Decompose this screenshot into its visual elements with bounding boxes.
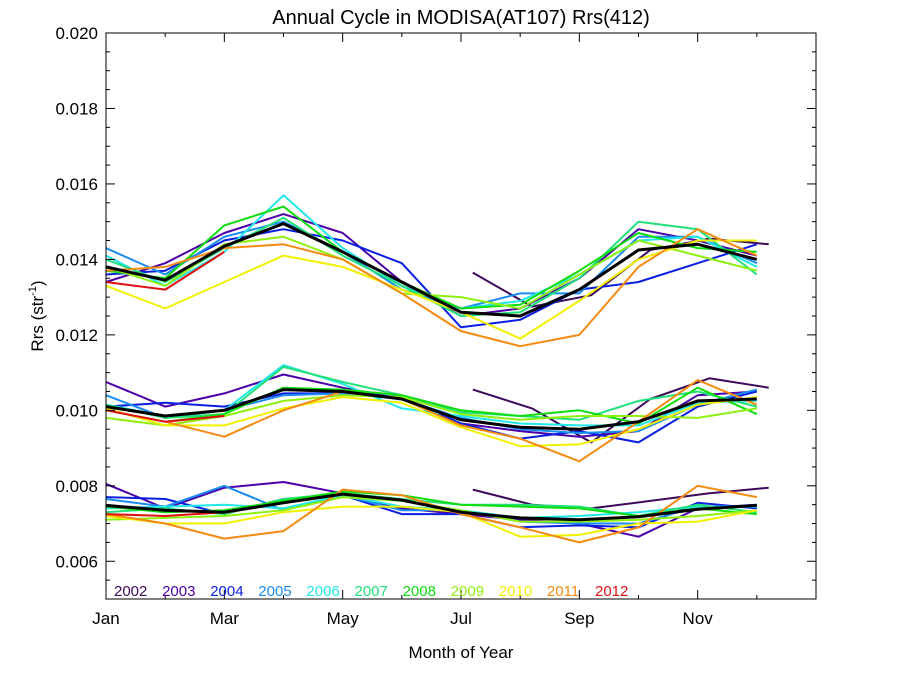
x-tick-label: May (327, 609, 360, 628)
series-line-2012-middle (105, 409, 225, 423)
x-tick-label: Jan (92, 609, 119, 628)
y-tick-label: 0.006 (55, 552, 98, 571)
legend-label-2004: 2004 (210, 583, 243, 600)
legend-label-2006: 2006 (306, 583, 339, 600)
y-tick-label: 0.010 (55, 401, 98, 420)
y-axis-label: Rrs (str-1) (27, 280, 47, 351)
series-line-2010-lower (105, 505, 757, 538)
legend-label-2002: 2002 (114, 583, 147, 600)
y-axis: 0.006 0.008 0.010 0.012 0.014 0.016 0.018 0.020 (55, 24, 816, 600)
mean-line-lower (105, 492, 757, 522)
y-axis-label-end: ) (28, 280, 47, 286)
y-tick-label: 0.014 (55, 250, 98, 269)
y-axis-label-superscript: -1 (27, 286, 39, 296)
y-tick-label: 0.018 (55, 99, 98, 118)
legend: 2002 2003 2004 2005 2006 2007 2008 2009 2010 2011… (114, 583, 628, 600)
series-line-2011-middle (105, 379, 758, 463)
x-tick-label: Jul (450, 609, 472, 628)
x-tick-label: Nov (683, 609, 714, 628)
legend-label-2003: 2003 (162, 583, 195, 600)
x-tick-label: Mar (210, 609, 240, 628)
legend-label-2007: 2007 (355, 583, 388, 600)
y-tick-label: 0.008 (55, 477, 98, 496)
mean-layer (105, 222, 758, 522)
legend-label-2010: 2010 (499, 583, 532, 600)
legend-label-2011: 2011 (547, 583, 579, 600)
y-tick-label: 0.020 (55, 24, 98, 43)
y-axis-label-main: Rrs (str (28, 296, 47, 352)
series-line-2010-upper (105, 239, 757, 340)
x-tick-label: Sep (564, 609, 594, 628)
mean-line-middle (105, 388, 757, 431)
chart-title: Annual Cycle in MODISA(AT107) Rrs(412) (272, 7, 650, 29)
y-tick-label: 0.012 (55, 326, 98, 345)
x-axis: Jan Mar May Jul Sep Nov (92, 33, 758, 628)
series-line-2012-upper (105, 251, 225, 291)
legend-label-2005: 2005 (258, 583, 291, 600)
series-line-2012-lower (105, 511, 225, 517)
series-line-2005-upper (105, 220, 758, 310)
legend-label-2008: 2008 (403, 583, 436, 600)
series-line-2002-lower (472, 486, 769, 510)
y-tick-label: 0.016 (55, 175, 98, 194)
legend-label-2012: 2012 (595, 583, 628, 600)
series-line-2010-middle (105, 396, 757, 448)
legend-label-2009: 2009 (451, 583, 484, 600)
series-line-2002-middle (472, 377, 769, 444)
x-axis-label: Month of Year (409, 643, 514, 662)
mean-line-upper (105, 222, 758, 318)
